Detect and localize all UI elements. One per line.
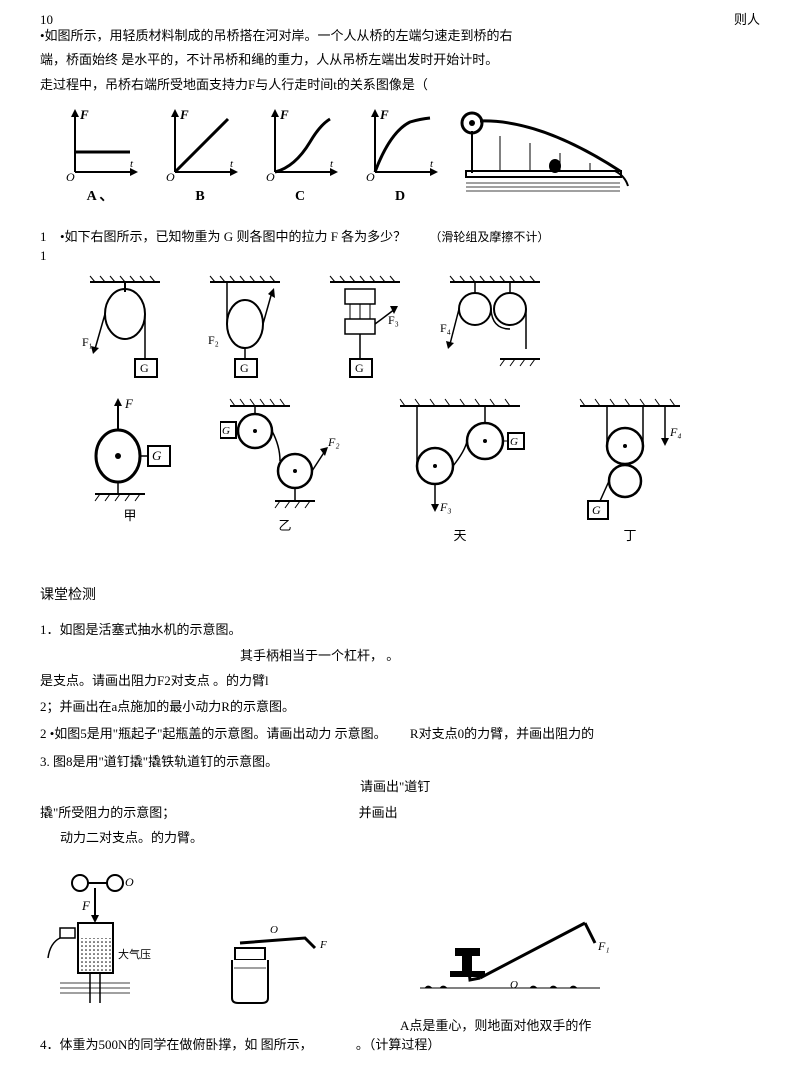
svg-text:O: O <box>366 170 375 182</box>
pulley-ding: G F₄ <box>570 396 690 526</box>
pulley3: F₃ G <box>320 274 410 384</box>
svg-text:O: O <box>166 170 175 182</box>
svg-text:G: G <box>152 448 162 463</box>
q11-note: （滑轮组及摩擦不计） <box>429 230 549 244</box>
svg-text:F: F <box>81 898 91 913</box>
cq3-line2c: 并画出 <box>359 805 398 820</box>
svg-text:F₁: F₁ <box>597 939 610 953</box>
graph-a-label: A 、 <box>87 186 114 207</box>
graph-c: F t O C <box>260 107 340 207</box>
pump-figure: O F 大气压 <box>40 868 160 1008</box>
pulley-yi: G F₂ <box>220 396 350 516</box>
svg-text:F: F <box>279 107 289 122</box>
cq3-line2b: 撬"所受阻力的示意图； <box>40 805 175 820</box>
bottom-line2a: 4．体重为500N的同学在做俯卧撑，如 图所示， <box>40 1037 313 1052</box>
cq1-line2a: 其手柄相当于一个杠杆， 。 <box>240 646 760 666</box>
q11-num-1: 1 <box>40 227 60 247</box>
cq1-line2b: 是支点。请画出阻力F2对支点 。的力臂l <box>40 671 760 691</box>
svg-text:G: G <box>510 436 518 448</box>
graph-b-svg: F t O <box>160 107 240 182</box>
svg-text:O: O <box>510 979 518 991</box>
q11-text: •如下右图所示，已知物重为 G 则各图中的拉力 F 各为多少？ <box>60 229 406 244</box>
pulleys-row2: F G 甲 G <box>80 396 760 546</box>
bottle-figure: O F <box>220 918 350 1008</box>
svg-text:O: O <box>270 924 278 936</box>
ding-label: 丁 <box>623 526 636 546</box>
svg-text:F: F <box>179 107 189 122</box>
graph-c-label: C <box>295 186 305 207</box>
svg-text:F: F <box>124 396 134 411</box>
svg-text:O: O <box>125 875 134 889</box>
svg-text:O: O <box>266 170 275 182</box>
bottom-line2b: 。（计算过程） <box>356 1037 441 1052</box>
graph-b: F t O B <box>160 107 240 207</box>
side-text: 则人 <box>734 10 760 30</box>
rail-figure: F₁ O <box>410 908 610 1008</box>
graph-c-svg: F t O <box>260 107 340 182</box>
svg-text:F₄: F₄ <box>669 425 682 439</box>
svg-text:F₃: F₃ <box>439 500 452 514</box>
cq1-line1: 1．如图是活塞式抽水机的示意图。 <box>40 620 760 640</box>
q10-line3: 走过程中，吊桥右端所受地面支持力F与人行走时间t的关系图像是（ <box>40 75 760 95</box>
cq2-line1b: R对支点0的力臂，并画出阻力的 <box>410 726 594 741</box>
bottom-line1a: A点是重心，则地面对他双手的作 <box>400 1016 760 1036</box>
jia-label: 甲 <box>123 506 136 526</box>
svg-text:F₂: F₂ <box>208 333 219 347</box>
q10-line2: 端，桥面始终 是水平的，不计吊桥和绳的重力，人从吊桥左端出发时开始计时。 <box>40 50 760 70</box>
graphs-row: F t O A 、 F t O B F t O C <box>60 107 760 207</box>
cq2-line1: 2 •如图5是用"瓶起子"起瓶盖的示意图。请画出动力 示意图。 <box>40 726 387 741</box>
svg-text:G: G <box>592 503 601 517</box>
pulley2: F₂ G <box>200 274 290 384</box>
svg-text:t: t <box>130 158 134 170</box>
bing-label: 天 <box>453 526 466 546</box>
images-row: O F 大气压 O F F₁ <box>40 868 760 1008</box>
graph-a: F t O A 、 <box>60 107 140 207</box>
cq3-line1: 3. 图8是用"道钉撬"撬铁轨道钉的示意图。 <box>40 752 760 772</box>
yi-label: 乙 <box>278 516 291 536</box>
svg-text:G: G <box>355 361 364 375</box>
svg-text:大气压: 大气压 <box>118 947 151 961</box>
graph-d: F t O D <box>360 107 440 207</box>
q11-num-2: 1 <box>40 246 60 266</box>
svg-text:t: t <box>430 158 434 170</box>
svg-text:F: F <box>379 107 389 122</box>
svg-text:t: t <box>230 158 234 170</box>
pulley-jia: F G <box>80 396 180 506</box>
svg-text:F₁: F₁ <box>82 335 93 349</box>
section-title: 课堂检测 <box>40 585 760 606</box>
svg-text:G: G <box>222 425 230 437</box>
svg-text:F: F <box>79 107 89 122</box>
svg-text:F: F <box>319 939 327 951</box>
svg-text:G: G <box>240 361 249 375</box>
cq3-line3: 动力二对支点。的力臂。 <box>60 828 760 848</box>
pulley1: F₁ G <box>80 274 170 384</box>
pulley-bing: G F₃ <box>390 396 530 526</box>
svg-text:t: t <box>330 158 334 170</box>
graph-d-svg: F t O <box>360 107 440 182</box>
bridge-diagram <box>460 111 630 207</box>
pulleys-row1: F₁ G F₂ G F₃ G <box>80 274 760 384</box>
q10-number: 10 <box>40 10 53 30</box>
svg-text:F₃: F₃ <box>388 313 399 327</box>
pulley4: F₄ <box>440 274 550 384</box>
svg-text:G: G <box>140 361 149 375</box>
graph-d-label: D <box>395 186 405 207</box>
graph-b-label: B <box>195 186 204 207</box>
svg-text:F₂: F₂ <box>327 435 340 449</box>
cq3-line2a: 请画出"道钉 <box>360 777 760 797</box>
graph-a-svg: F t O <box>60 107 140 182</box>
svg-text:O: O <box>66 170 75 182</box>
cq1-line3: 2；并画出在a点施加的最小动力R的示意图。 <box>40 697 760 717</box>
svg-text:F₄: F₄ <box>440 321 451 335</box>
q10-line1: •如图所示，用轻质材料制成的吊桥搭在河对岸。一个人从桥的左端匀速走到桥的右 <box>40 10 760 46</box>
